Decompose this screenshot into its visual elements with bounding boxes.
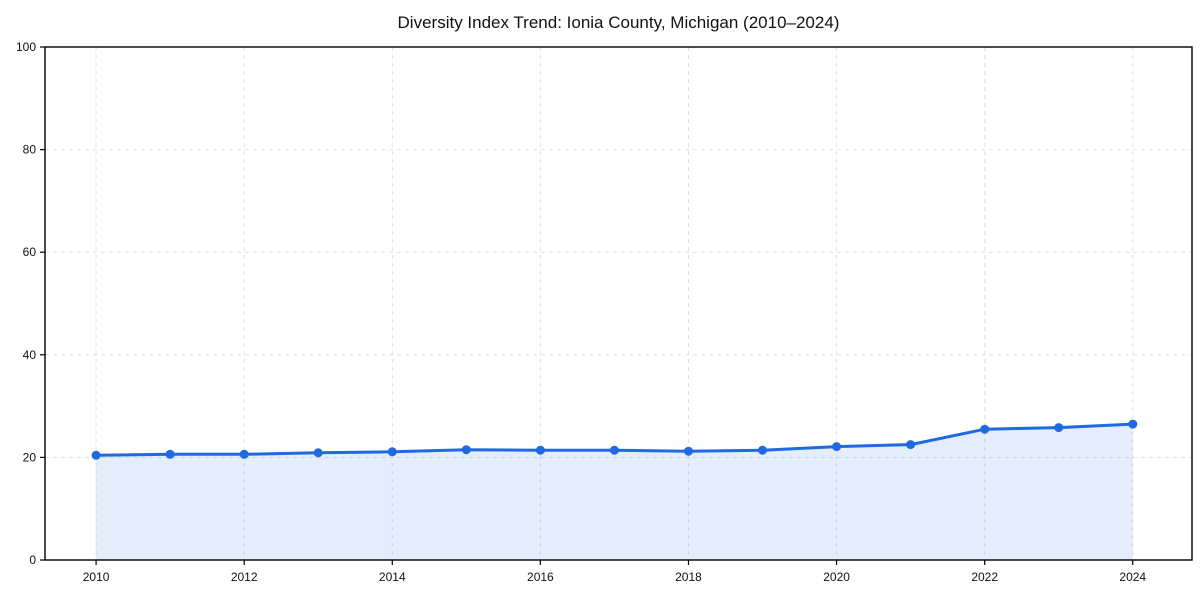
data-point: [684, 446, 693, 456]
data-point: [758, 445, 767, 455]
plot-frame: [44, 46, 1193, 561]
data-point: [387, 447, 397, 457]
data-point: [165, 449, 175, 459]
data-point: [239, 449, 249, 459]
y-tick-label: 80: [23, 143, 37, 157]
data-point: [535, 445, 545, 455]
data-point: [609, 445, 619, 455]
y-tick-label: 60: [23, 245, 37, 259]
data-point: [313, 448, 323, 458]
data-point: [1054, 423, 1064, 433]
data-point: [980, 424, 990, 434]
x-tick-label: 2018: [675, 570, 702, 584]
x-tick-label: 2022: [971, 570, 998, 584]
y-tick-label: 0: [29, 553, 36, 567]
data-point: [91, 450, 101, 460]
data-point: [906, 440, 916, 450]
x-tick-label: 2020: [823, 570, 850, 584]
x-tick-label: 2012: [231, 570, 258, 584]
x-tick-label: 2016: [527, 570, 554, 584]
x-tick-label: 2014: [379, 570, 406, 584]
data-point: [1128, 419, 1138, 429]
chart-title: Diversity Index Trend: Ionia County, Mic…: [397, 13, 840, 32]
x-tick-label: 2024: [1119, 570, 1146, 584]
area-fill: [96, 424, 1133, 560]
y-tick-label: 40: [23, 348, 37, 362]
x-tick-label: 2010: [83, 570, 110, 584]
y-tick-label: 20: [23, 450, 37, 464]
y-tick-label: 100: [16, 40, 36, 54]
data-point: [832, 442, 842, 452]
data-point: [461, 445, 471, 455]
